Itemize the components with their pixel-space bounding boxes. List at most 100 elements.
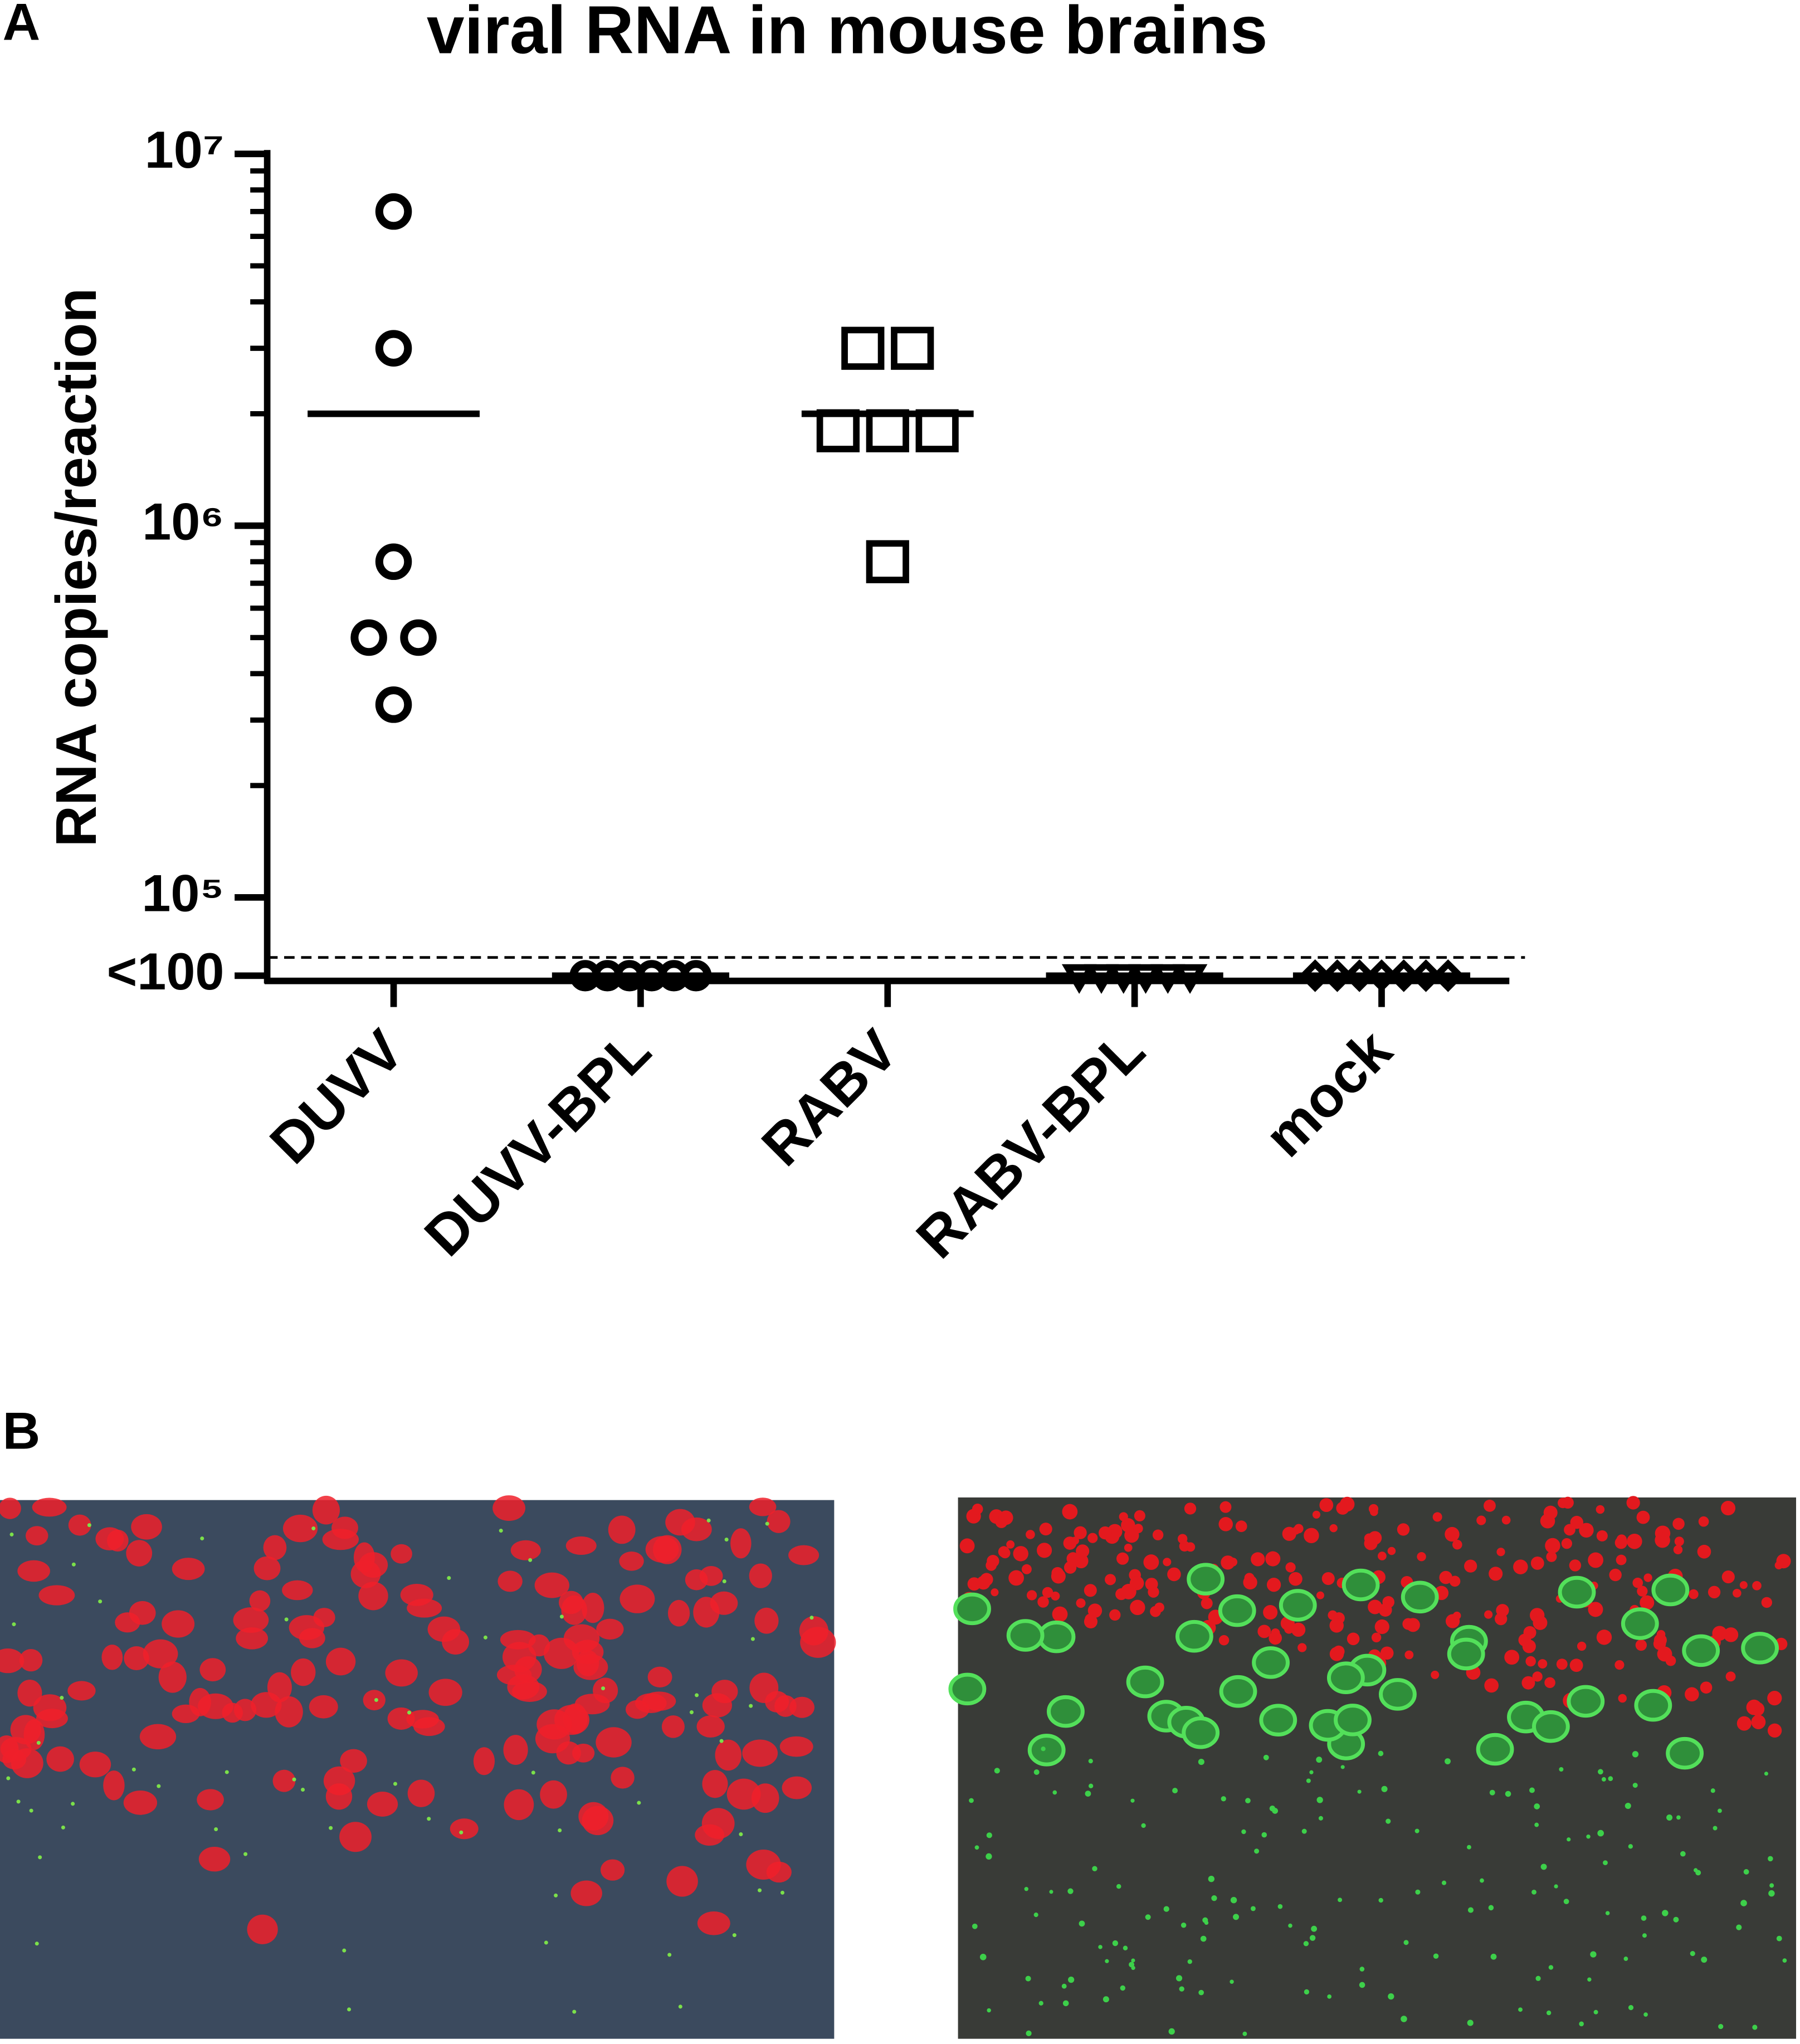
cell: [742, 1739, 778, 1767]
cell: [1496, 1604, 1509, 1617]
speck: [749, 1704, 753, 1708]
speck: [1130, 1798, 1135, 1803]
neuron: [948, 1672, 987, 1706]
neuron: [1027, 1734, 1066, 1767]
speck: [722, 1579, 726, 1584]
speck: [979, 1954, 987, 1960]
speck: [1067, 1888, 1074, 1894]
cell: [1484, 1678, 1499, 1693]
cell: [1177, 1534, 1188, 1544]
cell: [275, 1696, 303, 1728]
cell: [1557, 1497, 1568, 1509]
speck: [1079, 1920, 1085, 1927]
speck: [1304, 1989, 1310, 1995]
speck: [601, 1686, 606, 1691]
cell: [0, 1497, 21, 1519]
speck: [1623, 1957, 1628, 1961]
speck: [1198, 1759, 1204, 1765]
cell: [1201, 1597, 1213, 1609]
speck: [739, 1832, 743, 1836]
cell: [1266, 1578, 1281, 1592]
cell: [400, 1583, 433, 1606]
neuron: [1252, 1646, 1290, 1679]
cell: [32, 1497, 67, 1517]
cell: [1371, 1632, 1382, 1643]
cell: [407, 1779, 435, 1807]
panel-label: B: [3, 1401, 41, 1460]
speck: [1105, 1959, 1109, 1963]
cell: [596, 1727, 632, 1758]
cell: [1291, 1622, 1306, 1637]
neuron: [1651, 1573, 1690, 1607]
cell: [46, 1746, 74, 1772]
cell: [1501, 1515, 1511, 1525]
cell: [1368, 1599, 1383, 1614]
speck: [972, 1923, 978, 1929]
speck: [1548, 1965, 1554, 1970]
cell: [1533, 1615, 1548, 1630]
cell: [1561, 1538, 1573, 1549]
data-point: [1431, 959, 1465, 992]
cell: [331, 1516, 358, 1539]
neuron: [1218, 1594, 1256, 1627]
speck: [695, 1693, 699, 1697]
data-point: [1299, 959, 1331, 992]
cell: [1767, 1723, 1782, 1738]
cell: [1066, 1552, 1080, 1565]
cell: [661, 1715, 685, 1738]
cell: [1445, 1614, 1460, 1628]
speck: [1467, 1845, 1471, 1850]
cell: [1521, 1676, 1535, 1690]
x-tick-label: DUVV-BPL: [412, 1018, 662, 1269]
cell: [1417, 1552, 1426, 1562]
cell: [1294, 1524, 1304, 1534]
cell: [1289, 1572, 1303, 1586]
speck: [724, 1537, 729, 1542]
cell: [619, 1552, 644, 1571]
cell: [1186, 1542, 1196, 1552]
cell: [766, 1861, 792, 1883]
cell: [1596, 1630, 1612, 1645]
cell: [1437, 1589, 1447, 1599]
cell: [291, 1658, 316, 1686]
speck: [544, 1940, 548, 1945]
speck: [1145, 1914, 1151, 1920]
speck: [1204, 1920, 1209, 1925]
cell: [1167, 1567, 1181, 1582]
speck: [1540, 1863, 1547, 1870]
cell: [608, 1515, 636, 1544]
x-tick-label: DUVV: [258, 1018, 416, 1176]
cell: [619, 1584, 655, 1613]
cell: [1636, 1510, 1650, 1524]
data-point: [375, 193, 412, 230]
cell: [1228, 1557, 1238, 1567]
chart-title: viral RNA in mouse brains: [427, 0, 1268, 67]
speck: [1230, 1896, 1237, 1904]
speck: [1415, 1889, 1421, 1895]
neuron: [1182, 1716, 1220, 1749]
speck: [6, 1776, 11, 1780]
cell: [162, 1610, 195, 1638]
speck: [1175, 1975, 1183, 1982]
cell: [1616, 1554, 1627, 1565]
cell: [385, 1659, 418, 1687]
neuron: [1047, 1695, 1085, 1728]
cell: [68, 1514, 91, 1536]
cell: [667, 1599, 690, 1627]
cell: [1579, 1523, 1594, 1538]
speck: [572, 2009, 577, 2014]
cell: [17, 1679, 42, 1707]
cell: [1530, 1557, 1544, 1570]
speck: [1782, 1958, 1787, 1963]
cell: [765, 1691, 789, 1713]
cell: [0, 1648, 25, 1674]
cell: [695, 1824, 725, 1846]
cell: [1525, 1656, 1536, 1667]
cell: [1657, 1646, 1672, 1662]
cell: [600, 1859, 625, 1881]
speck: [459, 1830, 464, 1835]
speck: [1261, 1832, 1267, 1838]
cell: [1257, 1625, 1271, 1638]
cell: [101, 1645, 123, 1670]
cell: [1632, 1577, 1643, 1588]
